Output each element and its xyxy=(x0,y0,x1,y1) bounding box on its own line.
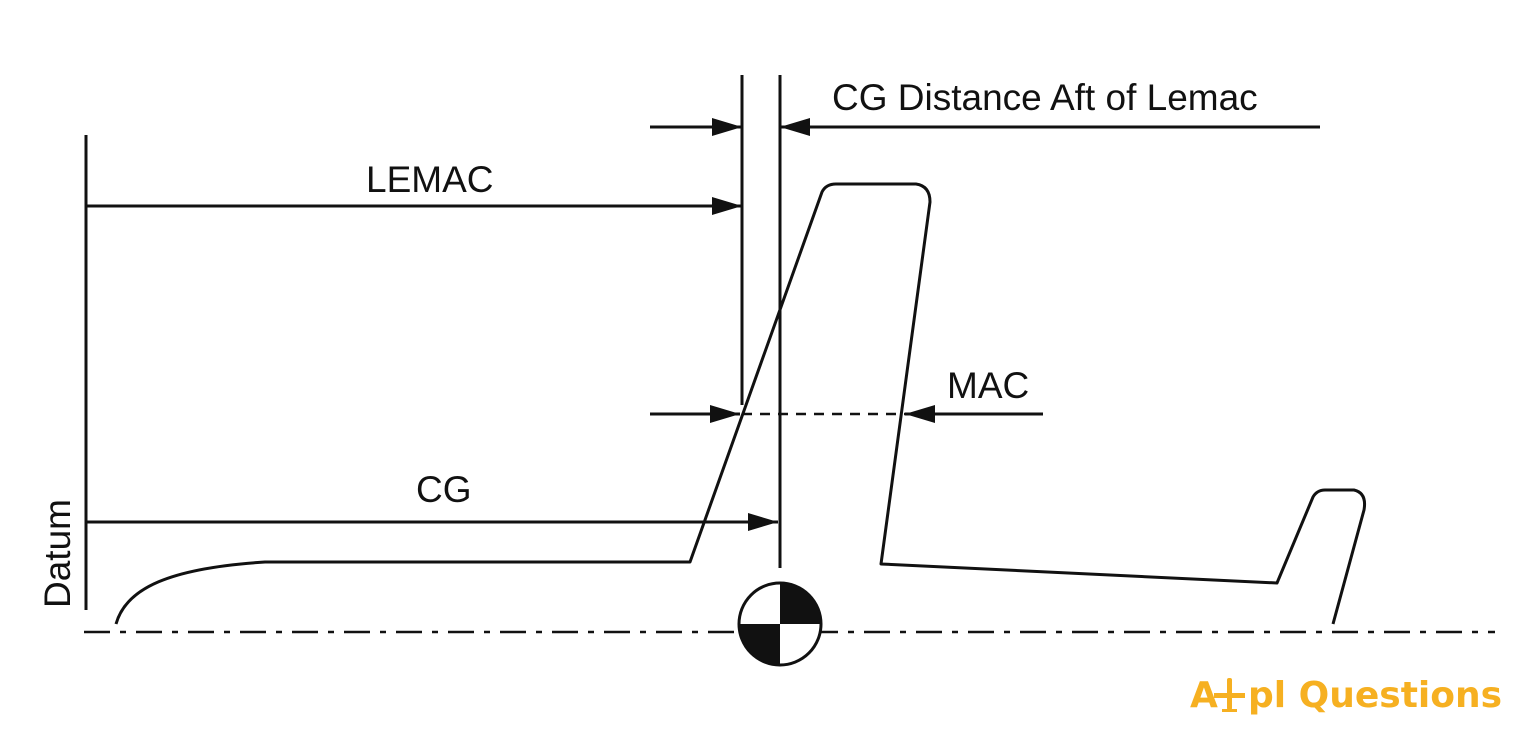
airplane-icon xyxy=(1214,678,1245,712)
mac-label: MAC xyxy=(947,365,1029,406)
cg-distance-label: CG Distance Aft of Lemac xyxy=(832,77,1258,118)
cg-label: CG xyxy=(416,469,472,510)
cg-symbol-icon xyxy=(737,581,823,667)
datum-label: Datum xyxy=(37,499,78,608)
logo-text-a: A xyxy=(1190,675,1218,716)
atpl-questions-logo: A pl Questions xyxy=(1190,675,1502,716)
fuselage-wing-outline xyxy=(114,182,1366,625)
lemac-label: LEMAC xyxy=(366,159,493,200)
logo-text-rest: pl Questions xyxy=(1248,675,1502,716)
